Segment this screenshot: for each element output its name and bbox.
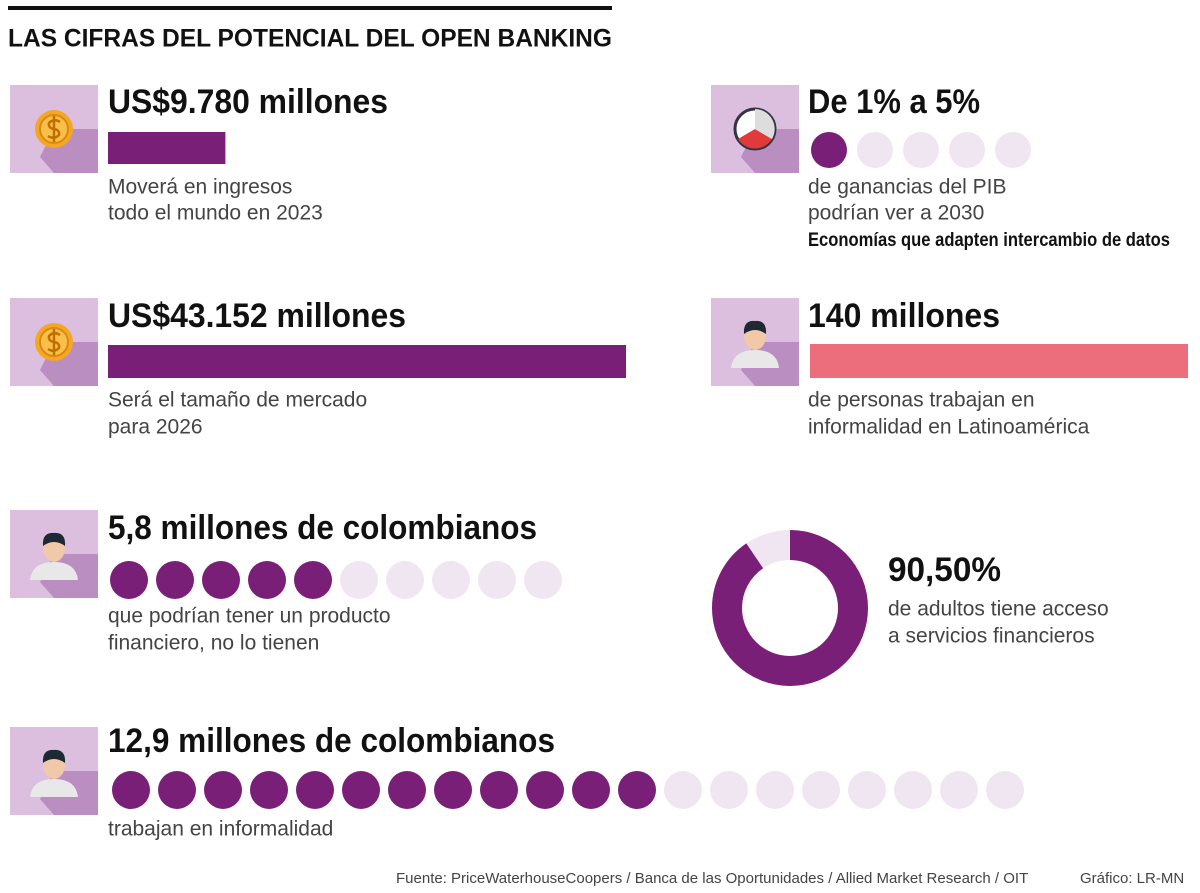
coin-sign	[47, 329, 61, 355]
description: de personas trabajan en	[808, 389, 1035, 412]
dot-filled	[618, 771, 656, 809]
description: de adultos tiene acceso	[888, 598, 1109, 621]
icon	[10, 85, 98, 173]
description: que podrían tener un producto	[108, 605, 391, 628]
headline: 5,8 millones de colombianos	[108, 509, 537, 547]
person-body	[30, 562, 78, 580]
description: de ganancias del PIB	[808, 176, 1006, 199]
donut-value	[712, 530, 868, 686]
dot-filled	[480, 771, 518, 809]
person-body	[731, 350, 779, 368]
dot-empty	[949, 132, 985, 168]
dot-empty	[664, 771, 702, 809]
description: para 2026	[108, 416, 203, 439]
dot-filled	[294, 561, 332, 599]
headline: US$43.152 millones	[108, 297, 406, 335]
dot-empty	[802, 771, 840, 809]
dot-empty	[848, 771, 886, 809]
headline: US$9.780 millones	[108, 83, 388, 121]
dot-empty	[940, 771, 978, 809]
source: Fuente: PriceWaterhouseCoopers / Banca d…	[396, 870, 1028, 887]
dot-filled	[110, 561, 148, 599]
icon	[10, 727, 98, 815]
note: Economías que adapten intercambio de dat…	[808, 230, 1170, 251]
dot-filled	[342, 771, 380, 809]
headline: 90,50%	[888, 551, 1001, 589]
description: trabajan en informalidad	[108, 818, 333, 841]
title: LAS CIFRAS DEL POTENCIAL DEL OPEN BANKIN…	[8, 25, 612, 53]
dot-filled	[248, 561, 286, 599]
dot-empty	[524, 561, 562, 599]
dot-empty	[432, 561, 470, 599]
person-body	[30, 779, 78, 797]
pie-slice	[738, 129, 772, 149]
dot-filled	[434, 771, 472, 809]
title-rule	[8, 6, 612, 10]
dot-empty	[386, 561, 424, 599]
icon	[10, 510, 98, 598]
dot-filled	[296, 771, 334, 809]
pie-slice	[755, 109, 775, 139]
dot-filled	[158, 771, 196, 809]
dot-empty	[903, 132, 939, 168]
description: podrían ver a 2030	[808, 202, 984, 225]
dot-empty	[894, 771, 932, 809]
person-hair	[743, 320, 767, 334]
credit: Gráfico: LR-MN	[1080, 870, 1184, 887]
icon	[711, 298, 799, 386]
description: financiero, no lo tienen	[108, 632, 319, 655]
headline: De 1% a 5%	[808, 83, 980, 121]
dot-empty	[478, 561, 516, 599]
bar	[108, 345, 626, 378]
dot-empty	[756, 771, 794, 809]
description: informalidad en Latinoamérica	[808, 416, 1090, 439]
dot-filled	[112, 771, 150, 809]
icon	[10, 298, 98, 386]
dot-filled	[388, 771, 426, 809]
dot-filled	[202, 561, 240, 599]
dot-filled	[572, 771, 610, 809]
description: todo el mundo en 2023	[108, 202, 323, 225]
dot-empty	[340, 561, 378, 599]
description: a servicios financieros	[888, 625, 1095, 648]
description: Moverá en ingresos	[108, 176, 292, 199]
coin-sign	[47, 116, 61, 142]
headline: 140 millones	[808, 297, 1000, 335]
bar	[810, 344, 1188, 378]
dot-empty	[857, 132, 893, 168]
dot-filled	[204, 771, 242, 809]
icon	[711, 85, 799, 173]
dot-filled	[811, 132, 847, 168]
dot-empty	[986, 771, 1024, 809]
dot-empty	[710, 771, 748, 809]
dot-filled	[250, 771, 288, 809]
description: Será el tamaño de mercado	[108, 389, 367, 412]
bar	[108, 132, 226, 164]
person-hair	[42, 532, 66, 546]
dot-empty	[995, 132, 1031, 168]
dot-filled	[526, 771, 564, 809]
dot-filled	[156, 561, 194, 599]
headline: 12,9 millones de colombianos	[108, 722, 555, 760]
person-hair	[42, 749, 66, 763]
